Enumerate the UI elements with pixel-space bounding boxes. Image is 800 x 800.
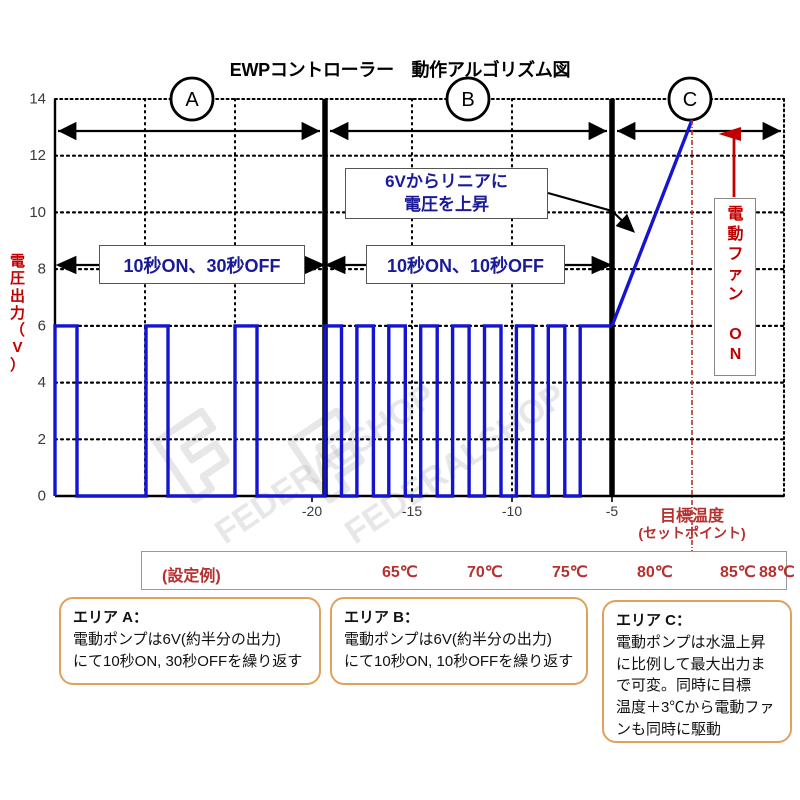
svg-text:-10: -10: [502, 503, 522, 519]
svg-text:B: B: [461, 89, 474, 111]
svg-text:10: 10: [29, 204, 46, 221]
svg-text:0: 0: [38, 488, 46, 505]
svg-text:8: 8: [38, 261, 46, 278]
svg-text:12: 12: [29, 147, 46, 164]
svg-text:C: C: [683, 89, 697, 111]
svg-text:-15: -15: [402, 503, 422, 519]
svg-text:A: A: [185, 89, 199, 111]
svg-text:2: 2: [38, 431, 46, 448]
svg-text:6: 6: [38, 317, 46, 334]
svg-text:4: 4: [38, 374, 46, 391]
svg-text:14: 14: [29, 91, 46, 108]
svg-text:-20: -20: [302, 503, 322, 519]
